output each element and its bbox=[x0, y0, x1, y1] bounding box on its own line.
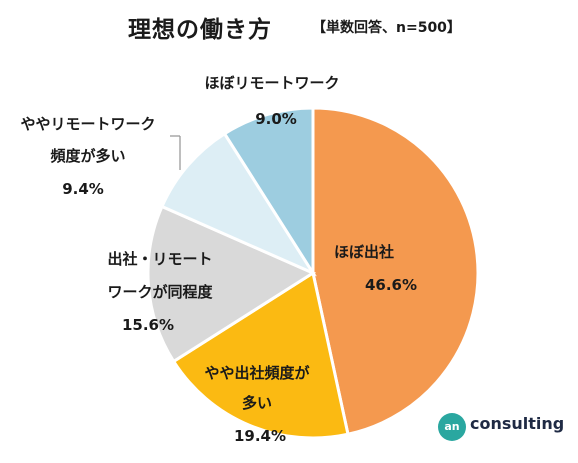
pie-slice bbox=[160, 131, 317, 277]
slice-label: ワークが同程度 bbox=[107, 283, 213, 301]
slice-value-label: 46.6% bbox=[365, 276, 417, 294]
pie-slice bbox=[311, 106, 480, 437]
pie-slice bbox=[222, 106, 315, 279]
pie-slice bbox=[171, 270, 350, 440]
pie-slice bbox=[146, 204, 317, 364]
slice-label: 多い bbox=[242, 394, 272, 412]
slice-label: 頻度が多い bbox=[50, 147, 125, 165]
logo-icon: an bbox=[438, 413, 466, 441]
pie-slices bbox=[146, 106, 480, 440]
slice-value-label: 9.0% bbox=[255, 110, 297, 128]
slice-value-label: 9.4% bbox=[62, 180, 104, 198]
slice-value-label: 19.4% bbox=[234, 427, 286, 445]
chart-subtitle: 【単数回答、n=500】 bbox=[312, 20, 461, 36]
slice-label: 出社・リモート bbox=[107, 250, 212, 268]
slice-label: ほぼ出社 bbox=[334, 243, 394, 261]
slice-label: ほぼリモートワーク bbox=[204, 74, 339, 92]
chart-title: 理想の働き方 bbox=[128, 17, 272, 43]
slice-value-label: 15.6% bbox=[122, 316, 174, 334]
logo-text: consulting bbox=[470, 414, 565, 433]
slice-label: ややリモートワーク bbox=[20, 115, 155, 133]
slice-label: やや出社頻度が bbox=[204, 364, 310, 382]
